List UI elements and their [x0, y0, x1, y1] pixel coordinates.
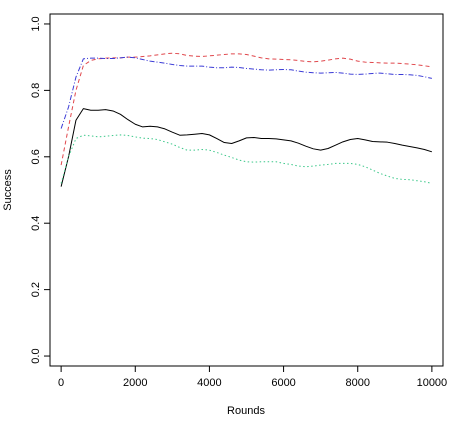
x-axis-label: Rounds [227, 405, 265, 417]
x-tick-label: 2000 [123, 377, 147, 389]
x-tick-label: 6000 [271, 377, 295, 389]
series-line-1 [60, 108, 433, 187]
y-tick-label: 0.8 [30, 83, 42, 98]
y-tick-label: 1.0 [30, 16, 42, 31]
y-ticks-group: 0.0 0.2 0.4 0.6 0.8 1.0 [30, 16, 50, 364]
x-tick-label: 10000 [417, 377, 448, 389]
plot-frame [49, 13, 444, 367]
x-tick-label: 8000 [345, 377, 369, 389]
y-tick-label: 0.4 [30, 216, 42, 231]
x-tick-label: 0 [58, 377, 64, 389]
series-line-3 [60, 56, 432, 129]
y-tick-label: 0.6 [30, 149, 42, 164]
y-tick-label: 0.0 [30, 348, 42, 363]
y-axis-label: Success [2, 169, 14, 211]
x-ticks-group: 0 2000 4000 6000 8000 10000 [58, 366, 447, 389]
y-tick-label: 0.2 [30, 282, 42, 297]
plot-series-group [60, 52, 433, 187]
x-tick-label: 4000 [197, 377, 221, 389]
